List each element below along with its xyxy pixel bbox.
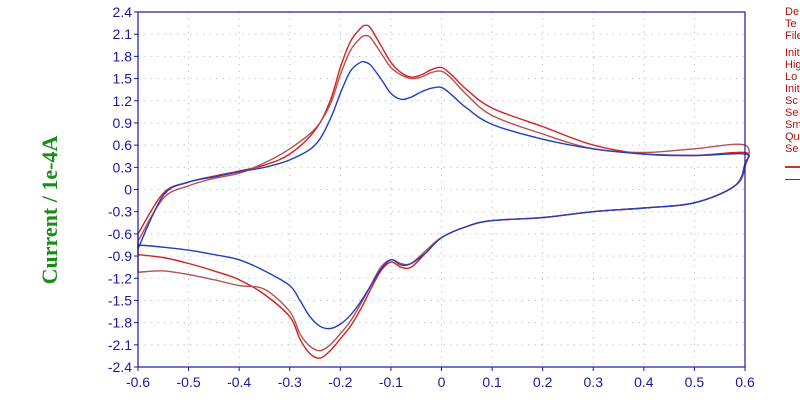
info-param-line: Init <box>785 83 800 95</box>
series-layer <box>137 24 750 359</box>
x-tick-label: 0.1 <box>482 374 502 390</box>
y-tick-label: 0.6 <box>113 137 133 153</box>
y-tick-label: -0.9 <box>108 248 132 264</box>
x-tick-label: 0.6 <box>735 374 755 390</box>
y-tick-label: 1.5 <box>113 71 133 87</box>
x-tick-label: -0.1 <box>379 374 403 390</box>
info-param-line: Se <box>785 107 799 119</box>
y-tick-label: 1.8 <box>113 48 133 64</box>
x-tick-label: -0.4 <box>227 374 251 390</box>
x-tick-label: 0.4 <box>634 374 654 390</box>
series-line-2 <box>137 34 750 352</box>
info-param-line: Sc <box>785 95 798 107</box>
info-header-line: File <box>785 30 800 42</box>
info-param-line: Lo <box>785 71 798 83</box>
info-header-line: Te <box>785 18 797 30</box>
x-tick-label: 0.5 <box>685 374 705 390</box>
x-tick-label: -0.6 <box>126 374 150 390</box>
info-param-line: Hig <box>785 59 800 71</box>
x-tick-label: -0.2 <box>328 374 352 390</box>
info-param-line: Sm <box>785 119 800 131</box>
info-param-line: Se <box>785 143 799 155</box>
series-line-3 <box>137 60 750 330</box>
info-panel: De Te File Init Hig Lo Init Sc Se Sm Qu Se <box>785 6 800 180</box>
y-tick-label: 0.3 <box>113 159 133 175</box>
x-tick-label: -0.5 <box>177 374 201 390</box>
x-tick-labels: -0.6 -0.5 -0.4 -0.3 -0.2 -0.1 0 0.1 0.2 0.3 0.4 0.5… <box>126 367 755 390</box>
y-tick-label: 1.2 <box>113 93 133 109</box>
y-tick-label: 2.1 <box>113 26 133 42</box>
x-tick-label: 0.3 <box>584 374 604 390</box>
y-tick-label: -1.5 <box>108 292 132 308</box>
x-tick-label: 0.2 <box>533 374 553 390</box>
x-tick-label: -0.3 <box>278 374 302 390</box>
y-tick-label: -2.1 <box>108 337 132 353</box>
y-tick-label: 2.4 <box>113 4 133 20</box>
y-tick-label: -1.2 <box>108 270 132 286</box>
y-tick-label: -2.4 <box>108 359 132 375</box>
cyclic-voltammogram-chart: 2.4 2.1 1.8 1.5 1.2 0.9 0.6 0.3 0 -0.3 -0.6 -0.9 -1.… <box>37 4 755 390</box>
y-tick-labels: 2.4 2.1 1.8 1.5 1.2 0.9 0.6 0.3 0 -0.3 -0.6 -0.9 -1.… <box>108 4 138 375</box>
info-param-line: Qu <box>785 131 800 143</box>
info-header-line: De <box>785 6 800 18</box>
y-tick-label: -0.3 <box>108 204 132 220</box>
legend-swatch-2 <box>785 178 800 180</box>
grid-lines <box>138 12 745 367</box>
y-tick-label: -1.8 <box>108 315 132 331</box>
legend-swatch-1 <box>785 166 800 168</box>
y-axis-label: Current / 1e-4A <box>37 136 62 285</box>
series-line-1 <box>137 24 750 359</box>
y-tick-label: 0 <box>124 182 132 198</box>
y-tick-label: 0.9 <box>113 115 133 131</box>
y-tick-label: -0.6 <box>108 226 132 242</box>
info-param-line: Init <box>785 47 800 59</box>
x-tick-label: 0 <box>438 374 446 390</box>
